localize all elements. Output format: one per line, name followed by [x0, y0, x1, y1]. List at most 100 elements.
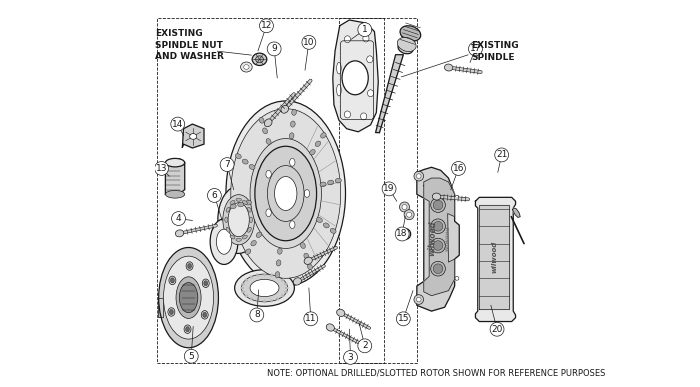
- Ellipse shape: [304, 257, 312, 264]
- Ellipse shape: [242, 235, 247, 239]
- Ellipse shape: [284, 291, 288, 293]
- Ellipse shape: [304, 190, 309, 197]
- Ellipse shape: [241, 62, 252, 72]
- Ellipse shape: [256, 56, 263, 63]
- Text: 21: 21: [496, 151, 507, 159]
- Ellipse shape: [171, 278, 174, 283]
- Circle shape: [468, 42, 482, 56]
- Ellipse shape: [400, 26, 421, 41]
- Ellipse shape: [290, 121, 295, 127]
- Ellipse shape: [414, 171, 424, 181]
- Text: 8: 8: [254, 310, 260, 319]
- Ellipse shape: [315, 141, 321, 147]
- Text: 7: 7: [224, 160, 230, 169]
- Ellipse shape: [320, 182, 326, 187]
- Ellipse shape: [285, 287, 289, 289]
- Ellipse shape: [226, 227, 230, 232]
- Text: 18: 18: [396, 229, 408, 238]
- Ellipse shape: [433, 193, 441, 200]
- Ellipse shape: [265, 119, 272, 127]
- Ellipse shape: [444, 64, 453, 71]
- Ellipse shape: [203, 312, 206, 317]
- Polygon shape: [165, 159, 185, 194]
- Ellipse shape: [241, 291, 245, 293]
- Ellipse shape: [244, 65, 249, 69]
- Ellipse shape: [335, 178, 342, 183]
- Ellipse shape: [281, 105, 288, 113]
- Ellipse shape: [159, 247, 218, 348]
- Ellipse shape: [231, 109, 341, 278]
- Ellipse shape: [309, 149, 315, 155]
- Ellipse shape: [218, 186, 260, 253]
- Ellipse shape: [245, 295, 248, 297]
- Ellipse shape: [165, 190, 185, 198]
- Ellipse shape: [168, 308, 175, 316]
- Ellipse shape: [281, 279, 284, 281]
- Text: 19: 19: [384, 184, 395, 194]
- Ellipse shape: [337, 62, 342, 74]
- Ellipse shape: [228, 203, 249, 237]
- Ellipse shape: [256, 299, 259, 303]
- Ellipse shape: [307, 264, 312, 270]
- Circle shape: [358, 339, 372, 353]
- Ellipse shape: [276, 260, 281, 266]
- Text: 2: 2: [362, 341, 368, 350]
- Ellipse shape: [300, 243, 305, 248]
- Ellipse shape: [276, 276, 279, 279]
- Circle shape: [207, 188, 221, 202]
- Text: 17: 17: [470, 45, 481, 53]
- Ellipse shape: [363, 35, 369, 42]
- Ellipse shape: [342, 61, 368, 95]
- Text: 13: 13: [156, 164, 167, 173]
- Ellipse shape: [188, 264, 192, 269]
- Ellipse shape: [293, 278, 302, 285]
- Ellipse shape: [276, 297, 279, 301]
- Text: wilwood: wilwood: [491, 241, 497, 273]
- Ellipse shape: [248, 227, 251, 232]
- Ellipse shape: [328, 180, 334, 185]
- Ellipse shape: [250, 139, 321, 248]
- Circle shape: [250, 308, 264, 322]
- Ellipse shape: [250, 276, 253, 279]
- Text: EXISTING
SPINDLE NUT
AND WASHER: EXISTING SPINDLE NUT AND WASHER: [155, 29, 224, 62]
- Ellipse shape: [164, 256, 214, 339]
- Ellipse shape: [226, 207, 230, 212]
- Ellipse shape: [176, 277, 201, 319]
- Ellipse shape: [256, 232, 262, 238]
- Circle shape: [396, 312, 410, 326]
- Circle shape: [358, 23, 372, 36]
- Ellipse shape: [225, 217, 228, 223]
- Ellipse shape: [230, 200, 235, 204]
- Ellipse shape: [252, 53, 267, 65]
- Ellipse shape: [430, 198, 445, 212]
- Polygon shape: [376, 55, 403, 133]
- Ellipse shape: [263, 300, 266, 303]
- Circle shape: [304, 312, 318, 326]
- Circle shape: [184, 349, 198, 363]
- Ellipse shape: [249, 164, 255, 170]
- Ellipse shape: [230, 204, 236, 209]
- Ellipse shape: [240, 287, 244, 289]
- Ellipse shape: [266, 209, 272, 217]
- Ellipse shape: [433, 264, 443, 274]
- Circle shape: [260, 19, 274, 33]
- Ellipse shape: [241, 274, 288, 302]
- Ellipse shape: [455, 195, 459, 199]
- Text: 4: 4: [176, 214, 181, 223]
- Ellipse shape: [263, 272, 266, 276]
- Ellipse shape: [274, 176, 297, 211]
- Polygon shape: [416, 167, 459, 311]
- Ellipse shape: [249, 217, 253, 223]
- Ellipse shape: [344, 111, 351, 118]
- Ellipse shape: [251, 240, 256, 246]
- Text: 6: 6: [211, 191, 217, 200]
- Ellipse shape: [223, 195, 255, 245]
- Ellipse shape: [202, 311, 208, 319]
- Ellipse shape: [169, 276, 176, 284]
- Ellipse shape: [246, 249, 251, 254]
- Ellipse shape: [242, 200, 247, 204]
- Ellipse shape: [245, 279, 248, 281]
- Circle shape: [382, 182, 396, 196]
- Ellipse shape: [367, 56, 373, 63]
- Circle shape: [395, 227, 409, 241]
